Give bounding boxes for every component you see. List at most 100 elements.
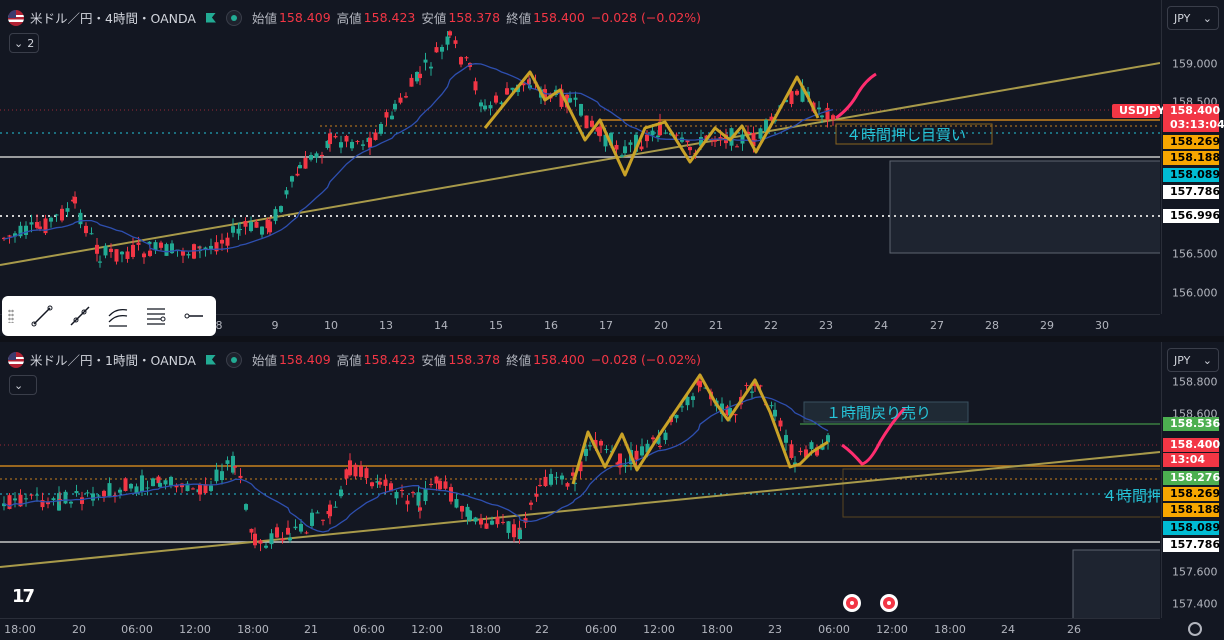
ray-tool-icon[interactable]: [64, 302, 96, 330]
time-axis[interactable]: 18:00 20 06:00 12:00 18:00 21 06:00 12:00 18:00 2…: [0, 618, 1160, 640]
bookmark-icon: [205, 12, 216, 23]
candle-body: [663, 432, 668, 440]
plot-area[interactable]: １時間戻り売り ４時間押: [0, 342, 1164, 621]
candle-body: [449, 487, 453, 502]
tradingview-logo-icon[interactable]: 17: [12, 586, 35, 607]
candle-body: [798, 450, 803, 453]
candle-body: [69, 501, 73, 504]
price-axis[interactable]: 158.800 158.600 157.600 157.400 158.536 158.…: [1161, 342, 1224, 618]
candle-body: [820, 115, 824, 118]
candle-body: [454, 499, 459, 508]
candle-body: [148, 250, 152, 256]
candle-body: [35, 222, 39, 228]
price-badge: 157.786: [1163, 538, 1220, 552]
chevron-down-icon: ⌄: [1202, 11, 1212, 25]
candle-body: [284, 190, 289, 195]
drag-handle-icon[interactable]: [8, 309, 14, 323]
visibility-icon[interactable]: [225, 9, 242, 26]
candle-body: [733, 414, 738, 416]
parallel-channel-icon[interactable]: [102, 302, 134, 330]
collapse-indicators-button[interactable]: ⌄: [9, 375, 37, 395]
time-tick: 18:00: [469, 623, 501, 636]
candle-body: [623, 146, 627, 154]
horizontal-ray-icon[interactable]: [178, 302, 210, 330]
candle-body: [96, 495, 101, 497]
change-value: −0.028 (−0.02%): [590, 352, 701, 367]
candle-body: [465, 506, 470, 517]
trendline-tool-icon[interactable]: [26, 302, 58, 330]
candle-body: [645, 134, 649, 142]
candle-body: [658, 121, 662, 136]
candle-body: [89, 233, 94, 235]
candle-body: [429, 66, 433, 69]
price-badge: 158.188: [1163, 151, 1220, 165]
candle-body: [409, 77, 414, 87]
candle-body: [793, 462, 797, 465]
candle-body: [153, 242, 158, 251]
chart-pane-1h[interactable]: １時間戻り売り ４時間押 17 米ドル／円・1時間・OANDA 始値 158.40…: [0, 342, 1224, 640]
candle-body: [416, 492, 421, 506]
candle-body: [180, 483, 184, 488]
candle-body: [378, 481, 382, 485]
candle-body: [29, 222, 34, 225]
collapse-indicators-button[interactable]: ⌄ 2: [9, 33, 40, 53]
drawing-toolbar[interactable]: [2, 296, 216, 336]
candle-body: [181, 250, 185, 256]
plot-area[interactable]: ４時間押し目買い: [0, 0, 1163, 314]
time-tick: 18:00: [4, 623, 36, 636]
candle-body: [505, 88, 509, 95]
currency-selector[interactable]: JPY ⌄: [1167, 6, 1219, 30]
visibility-icon[interactable]: [225, 351, 242, 368]
time-tick: 06:00: [353, 623, 385, 636]
candle-body: [398, 97, 403, 103]
candle-body: [720, 403, 724, 415]
candle-body: [268, 221, 272, 233]
candle-body: [159, 242, 163, 248]
candle-body: [85, 492, 90, 494]
close-label: 終値: [506, 353, 532, 368]
symbol-name[interactable]: 米ドル／円・1時間・OANDA: [30, 353, 196, 368]
price-tick: 156.000: [1172, 286, 1218, 300]
bookmark-icon: [205, 354, 216, 365]
candle-body: [584, 115, 589, 129]
candle-body: [339, 489, 343, 497]
candle-body: [559, 89, 564, 107]
us-flag-icon: [8, 351, 24, 368]
candle-body: [203, 484, 208, 494]
candle-body: [249, 221, 253, 232]
candle-body: [618, 453, 622, 468]
candle-body: [494, 95, 498, 103]
candle-body: [438, 480, 442, 490]
price-chart-svg: ４時間押し目買い: [0, 30, 1163, 268]
time-tick: 20: [72, 623, 86, 636]
candle-body: [512, 524, 516, 538]
candle-body: [43, 218, 48, 234]
candle-body: [295, 173, 300, 176]
symbol-legend: 米ドル／円・4時間・OANDA 始値 158.409 高値 158.423 安値 15…: [8, 8, 707, 27]
candle-body: [404, 96, 408, 98]
price-axis[interactable]: 159.000 158.500 156.500 156.000 USDJPY 158.4…: [1112, 0, 1224, 314]
fib-retracement-icon[interactable]: [140, 302, 172, 330]
candle-body: [746, 131, 750, 134]
symbol-name[interactable]: 米ドル／円・4時間・OANDA: [30, 11, 196, 26]
candle-body: [114, 249, 119, 262]
currency-selector[interactable]: JPY ⌄: [1167, 348, 1219, 372]
candle-body: [249, 528, 254, 533]
candle-body: [209, 485, 213, 491]
annotation-box: [803, 401, 969, 423]
trendline: [0, 451, 1161, 568]
candle-body: [590, 120, 594, 127]
candle-body: [46, 502, 50, 505]
candle-body: [333, 506, 338, 508]
time-axis[interactable]: 8 9 10 13 14 15 16 17 20 21 22 23 24 27 28 29 30: [0, 314, 1160, 336]
low-value: 158.378: [448, 352, 501, 367]
candle-body: [389, 483, 393, 492]
chart-pane-4h[interactable]: ４時間押し目買い 米ドル／円・4時間・OANDA 始値 158.409 高値 158…: [0, 0, 1224, 336]
candle-body: [2, 503, 6, 507]
candle-body: [344, 469, 349, 479]
gear-icon[interactable]: [1188, 622, 1202, 636]
candle-body: [269, 533, 274, 545]
candle-body: [348, 460, 352, 476]
candle-body: [102, 490, 106, 497]
moving-average-line: [3, 396, 829, 533]
